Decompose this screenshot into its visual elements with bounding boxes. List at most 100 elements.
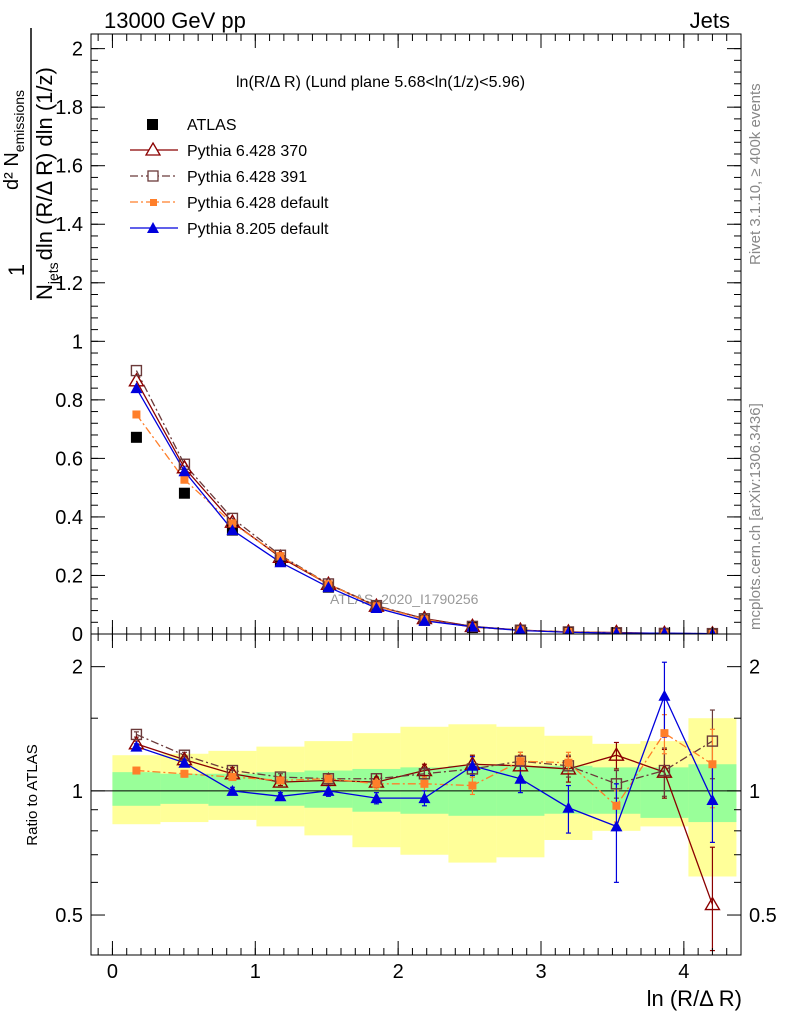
ratio-point-pythia-6-428-default-7 — [468, 781, 477, 790]
top-point-pythia-6-428-default-3 — [276, 552, 285, 561]
ratio-point-pythia-8-205-default-12 — [706, 794, 719, 806]
top-y-tick-label-0: 0 — [72, 624, 83, 646]
top-point-pythia-8-205-default-5 — [370, 601, 383, 613]
top-point-pythia-6-428-default-0 — [132, 410, 141, 419]
ratio-point-pythia-6-428-391-8 — [514, 755, 527, 767]
top-point-pythia-8-205-default-8 — [515, 624, 526, 634]
ratio-point-pythia-6-428-default-8 — [516, 757, 525, 766]
header-energy-label: 13000 GeV pp — [104, 8, 246, 33]
ratio-point-pythia-6-428-391-6 — [418, 768, 431, 780]
ratio-point-pythia-6-428-default-4 — [324, 774, 333, 783]
legend-entry-atlas: ATLAS — [147, 117, 237, 134]
ratio-point-pythia-8-205-default-10 — [610, 820, 623, 832]
rivet-version-label: Rivet 3.1.10, ≥ 400k events — [747, 83, 764, 265]
ratio-point-pythia-8-205-default-11 — [658, 689, 671, 701]
bottom-y-tick-label-right-2: 2 — [749, 657, 760, 679]
svg-text:Pythia 8.205 default: Pythia 8.205 default — [187, 221, 329, 238]
ratio-point-pythia-6-428-default-6 — [420, 779, 429, 788]
svg-text:Pythia 6.428 default: Pythia 6.428 default — [187, 195, 329, 212]
x-tick-label-3: 3 — [535, 961, 546, 983]
ratio-point-pythia-6-428-370-11 — [656, 763, 673, 778]
ratio-point-pythia-6-428-default-11 — [660, 729, 669, 738]
analysis-watermark: ATLAS_2020_I1790256 — [330, 591, 479, 607]
x-axis-label: ln (R/Δ R) — [647, 986, 742, 1011]
ratio-point-pythia-6-428-default-12 — [708, 760, 717, 769]
ratio-point-pythia-8-205-default-2 — [226, 784, 239, 796]
ratio-point-pythia-6-428-391-0 — [130, 728, 143, 741]
ratio-point-pythia-6-428-391-11 — [658, 764, 671, 777]
bottom-y-tick-label-right-1: 1 — [749, 781, 760, 803]
x-tick-label-4: 4 — [678, 961, 689, 983]
ratio-point-pythia-6-428-370-9 — [560, 760, 577, 775]
svg-text:ATLAS: ATLAS — [187, 117, 237, 134]
ratio-point-pythia-8-205-default-5 — [370, 792, 383, 804]
legend-entry-pythia-6428-370: Pythia 6.428 370 — [130, 141, 307, 160]
legend: ATLAS Pythia 6.428 370 Pythia 6.428 391 … — [130, 117, 329, 238]
ratio-point-pythia-8-205-default-3 — [274, 790, 287, 802]
ratio-point-pythia-6-428-370-10 — [608, 746, 625, 761]
top-point-pythia-8-205-default-11 — [660, 627, 669, 634]
bottom-y-tick-label-right-0: 0.5 — [749, 905, 777, 927]
top-point-atlas-1 — [178, 487, 190, 499]
ratio-point-pythia-8-205-default-4 — [322, 784, 335, 796]
top-point-pythia-8-205-default-4 — [322, 581, 335, 593]
ratio-point-pythia-6-428-default-9 — [564, 758, 573, 767]
top-point-atlas-0 — [130, 431, 142, 443]
x-tick-label-0: 0 — [107, 961, 118, 983]
ratio-point-pythia-8-205-default-8 — [514, 772, 527, 784]
top-y-tick-label-1: 0.2 — [55, 565, 83, 587]
ratio-point-pythia-6-428-370-6 — [416, 762, 433, 777]
ylabel-numerator: d² Nemissions — [1, 90, 27, 190]
top-point-pythia-8-205-default-0 — [130, 382, 143, 394]
top-point-pythia-8-205-default-9 — [564, 626, 573, 634]
ratio-point-pythia-8-205-default-6 — [418, 792, 431, 804]
ratio-point-pythia-6-428-391-4 — [322, 773, 335, 785]
svg-text:Pythia 6.428 370: Pythia 6.428 370 — [187, 143, 307, 160]
top-y-tick-label-2: 0.4 — [55, 507, 83, 529]
top-point-pythia-8-205-default-6 — [418, 614, 431, 626]
ratio-point-pythia-8-205-default-0 — [130, 740, 143, 752]
ratio-point-pythia-8-205-default-7 — [466, 759, 479, 771]
top-y-tick-label-4: 0.8 — [55, 390, 83, 412]
mcplots-label: mcplots.cern.ch [arXiv:1306.3436] — [747, 403, 764, 630]
ratio-point-pythia-6-428-default-2 — [228, 773, 237, 782]
legend-entry-pythia-8205-default: Pythia 8.205 default — [130, 221, 329, 238]
ylabel-denominator: Njetsdln (R/Δ R) dln (1/z) — [32, 67, 61, 300]
bottom-y-tick-label-left-1: 1 — [72, 781, 83, 803]
x-tick-label-1: 1 — [250, 961, 261, 983]
bottom-y-tick-label-left-2: 2 — [72, 657, 83, 679]
top-y-tick-label-9: 1.8 — [55, 97, 83, 119]
top-y-tick-label-7: 1.4 — [55, 214, 83, 236]
ratio-point-pythia-6-428-default-10 — [612, 801, 621, 810]
ratio-point-pythia-6-428-default-5 — [372, 779, 381, 788]
legend-entry-pythia-6428-default: Pythia 6.428 default — [130, 195, 329, 212]
top-point-pythia-8-205-default-10 — [612, 627, 621, 634]
legend-entry-pythia-6428-391: Pythia 6.428 391 — [130, 169, 307, 186]
svg-text:Pythia 6.428 391: Pythia 6.428 391 — [187, 169, 307, 186]
top-y-tick-label-10: 2 — [72, 39, 83, 61]
ratio-point-pythia-6-428-default-0 — [132, 766, 141, 775]
bottom-y-axis-label: Ratio to ATLAS — [24, 744, 41, 845]
top-point-pythia-8-205-default-1 — [178, 465, 191, 477]
top-point-pythia-6-428-default-2 — [228, 519, 237, 528]
top-y-tick-label-6: 1.2 — [55, 273, 83, 295]
ratio-point-pythia-6-428-default-3 — [276, 776, 285, 785]
ylabel-numerator-one: 1 — [4, 264, 29, 276]
top-point-pythia-6-428-391-0 — [130, 364, 143, 377]
ratio-point-pythia-8-205-default-9 — [562, 801, 575, 813]
uncertainty-band-stat-bin-0 — [112, 772, 161, 806]
ratio-point-pythia-6-428-default-1 — [180, 769, 189, 778]
top-y-tick-label-3: 0.6 — [55, 448, 83, 470]
top-y-tick-label-5: 1 — [72, 331, 83, 353]
ratio-point-pythia-6-428-370-12 — [704, 896, 721, 911]
header-jets-label: Jets — [690, 8, 730, 33]
top-point-pythia-8-205-default-2 — [226, 524, 239, 536]
ratio-point-pythia-6-428-391-12 — [706, 735, 719, 747]
top-panel-title: ln(R/Δ R) (Lund plane 5.68<ln(1/z)<5.96) — [236, 74, 525, 91]
bottom-panel-frame — [90, 633, 742, 956]
top-point-pythia-6-428-default-1 — [180, 475, 189, 484]
uncertainty-band-stat-bin-1 — [160, 773, 209, 804]
ratio-point-pythia-8-205-default-1 — [178, 756, 191, 768]
x-tick-label-2: 2 — [393, 961, 404, 983]
